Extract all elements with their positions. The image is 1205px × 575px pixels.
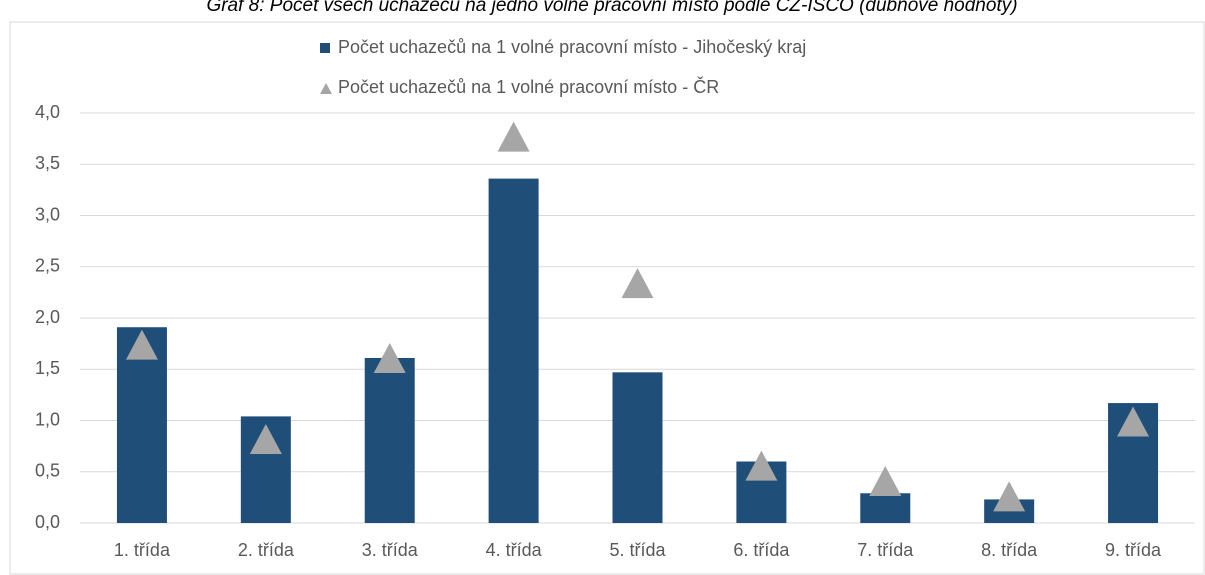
x-tick-label: 9. třída bbox=[1105, 540, 1162, 560]
bar bbox=[364, 357, 415, 523]
triangle-marker bbox=[745, 450, 778, 481]
legend-label: Počet uchazečů na 1 volné pracovní místo… bbox=[338, 76, 719, 97]
triangle-marker bbox=[125, 329, 158, 360]
bar bbox=[612, 372, 663, 523]
y-tick-label: 3,0 bbox=[35, 204, 60, 224]
x-tick-label: 8. třída bbox=[981, 540, 1038, 560]
y-tick-label: 3,5 bbox=[35, 153, 60, 173]
triangle-marker bbox=[1117, 406, 1150, 437]
y-tick-label: 2,0 bbox=[35, 307, 60, 327]
x-tick-label: 3. třída bbox=[362, 540, 419, 560]
bar bbox=[488, 178, 539, 523]
legend-swatch bbox=[320, 43, 330, 53]
y-tick-label: 2,5 bbox=[35, 256, 60, 276]
y-tick-label: 1,5 bbox=[35, 358, 60, 378]
legend-label: Počet uchazečů na 1 volné pracovní místo… bbox=[338, 37, 806, 57]
y-tick-label: 0,5 bbox=[35, 461, 60, 481]
legend-swatch bbox=[320, 83, 332, 94]
x-tick-label: 5. třída bbox=[609, 540, 666, 560]
bar bbox=[116, 327, 167, 523]
y-tick-label: 0,0 bbox=[35, 512, 60, 532]
chart-title: Graf 8: Počet všech uchazečů na jedno vo… bbox=[206, 0, 1017, 16]
triangle-marker bbox=[249, 423, 282, 454]
chart-frame bbox=[9, 21, 1205, 575]
y-tick-label: 4,0 bbox=[35, 102, 60, 122]
triangle-marker bbox=[497, 121, 530, 152]
x-tick-label: 7. třída bbox=[857, 540, 914, 560]
triangle-marker bbox=[621, 268, 654, 299]
triangle-marker bbox=[993, 481, 1026, 512]
triangle-marker bbox=[373, 343, 406, 373]
x-tick-label: 2. třída bbox=[238, 540, 295, 560]
x-tick-label: 1. třída bbox=[114, 540, 171, 560]
bar bbox=[860, 493, 911, 523]
triangle-marker bbox=[869, 466, 902, 496]
x-tick-label: 4. třída bbox=[486, 540, 543, 560]
y-tick-label: 1,0 bbox=[35, 409, 60, 429]
x-tick-label: 6. třída bbox=[733, 540, 790, 560]
